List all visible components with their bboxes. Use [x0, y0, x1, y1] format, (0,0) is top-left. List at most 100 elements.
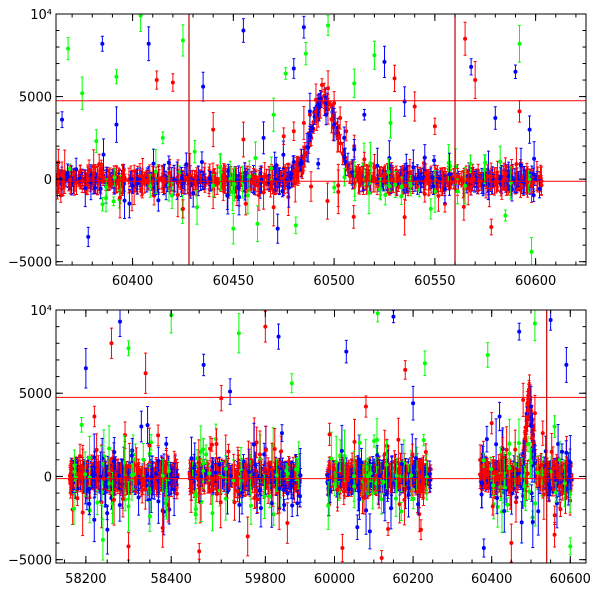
data-point	[402, 198, 407, 236]
data-point	[529, 237, 534, 265]
data-point	[160, 131, 165, 145]
data-point	[338, 134, 343, 153]
data-point	[201, 353, 206, 377]
data-point	[94, 129, 99, 154]
data-point	[135, 168, 140, 190]
y-tick-label: 0	[44, 470, 52, 485]
data-point	[228, 378, 233, 405]
data-point	[309, 171, 314, 202]
data-point	[132, 169, 137, 206]
data-point	[559, 443, 564, 461]
data-point	[303, 147, 308, 158]
data-point	[514, 147, 519, 181]
data-point	[175, 172, 180, 218]
data-point	[276, 323, 281, 350]
data-point	[508, 166, 513, 200]
data-point	[156, 188, 161, 212]
data-point	[517, 24, 522, 63]
data-point	[139, 410, 144, 443]
data-point	[274, 156, 279, 174]
data-point	[308, 130, 313, 142]
data-point	[303, 41, 308, 66]
data-point	[79, 417, 84, 433]
data-point	[285, 502, 290, 544]
data-point	[241, 121, 246, 158]
data-point	[469, 58, 474, 76]
data-point	[214, 428, 219, 460]
data-point	[411, 385, 416, 421]
data-point	[293, 216, 298, 235]
data-point	[422, 350, 427, 377]
data-point	[362, 108, 367, 121]
data-point	[223, 167, 228, 186]
data-point	[502, 489, 507, 533]
data-point	[382, 45, 387, 79]
data-point	[306, 132, 311, 163]
top-plot-area	[56, 14, 586, 265]
data-point	[364, 172, 369, 187]
data-point	[367, 513, 372, 550]
x-tick-label: 60550	[414, 274, 455, 289]
data-point	[552, 415, 557, 438]
data-point	[111, 196, 116, 207]
data-point	[342, 168, 347, 187]
data-point	[498, 167, 503, 187]
data-point	[457, 173, 462, 186]
data-point	[455, 178, 460, 205]
data-point	[564, 346, 569, 383]
data-point	[180, 199, 185, 219]
data-point	[211, 112, 216, 148]
y-tick-label: −5000	[8, 256, 52, 271]
data-point	[432, 169, 437, 213]
data-point	[336, 124, 341, 153]
data-point	[386, 522, 391, 536]
data-point	[471, 172, 476, 186]
data-point	[558, 501, 563, 517]
data-point	[436, 179, 441, 212]
data-point	[552, 521, 557, 548]
data-point	[156, 424, 161, 447]
data-point	[426, 170, 431, 197]
data-point	[344, 339, 349, 364]
data-point	[301, 15, 306, 39]
data-point	[105, 505, 110, 521]
data-point	[192, 139, 197, 164]
data-point	[236, 313, 241, 354]
data-point	[184, 152, 189, 176]
data-point	[231, 212, 236, 245]
data-point	[154, 70, 159, 90]
data-point	[428, 198, 433, 220]
data-point	[352, 68, 357, 99]
data-point	[146, 26, 151, 62]
data-point	[463, 21, 468, 56]
data-point	[100, 197, 105, 212]
data-point	[372, 40, 377, 70]
data-point	[112, 168, 117, 187]
data-point	[432, 155, 437, 166]
data-point	[340, 533, 345, 563]
data-point	[332, 181, 337, 194]
data-point	[104, 184, 109, 213]
data-point	[357, 168, 362, 188]
data-point	[432, 117, 437, 135]
data-point	[521, 382, 526, 417]
data-point	[316, 158, 321, 170]
data-point	[126, 340, 131, 357]
data-point	[281, 127, 286, 145]
data-point	[513, 64, 518, 80]
data-point	[201, 71, 206, 102]
data-point	[531, 188, 536, 203]
data-point	[279, 424, 284, 443]
data-point	[269, 156, 274, 181]
data-point	[58, 187, 63, 203]
data-point	[489, 218, 494, 236]
x-tick-label: 58400	[151, 572, 192, 587]
x-tick-label: 60200	[392, 572, 433, 587]
data-point	[237, 178, 242, 216]
data-point	[342, 148, 347, 166]
data-point	[568, 537, 573, 556]
data-point	[238, 166, 243, 190]
x-tick-label: 60400	[112, 274, 153, 289]
data-point	[180, 24, 185, 57]
